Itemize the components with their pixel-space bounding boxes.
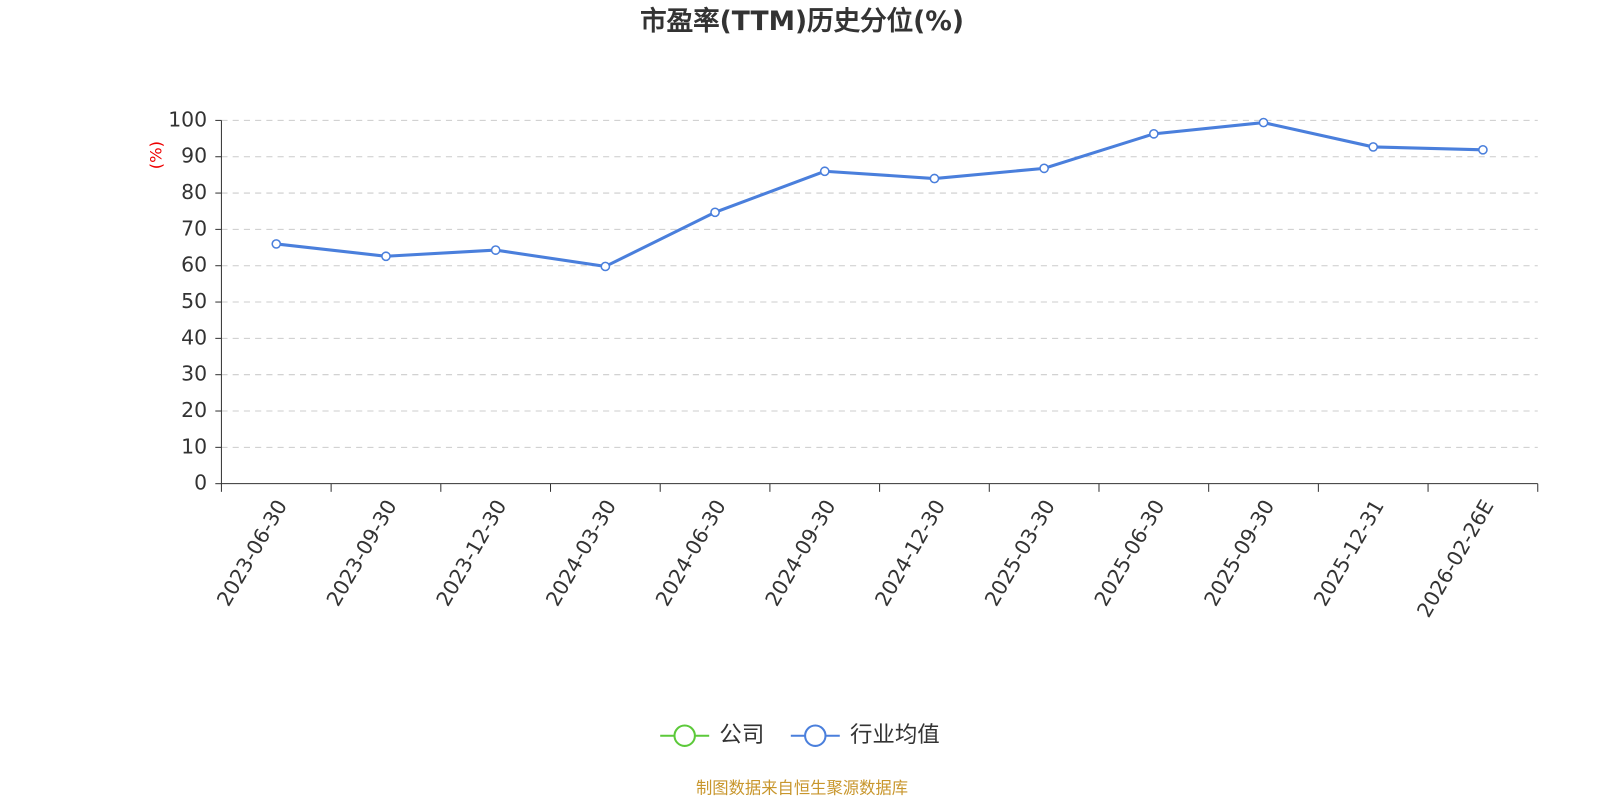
y-tick-label: 90	[181, 144, 207, 168]
data-point	[819, 166, 830, 177]
x-tick-label: 2024-12-30	[870, 496, 950, 611]
y-tick-label: 80	[181, 180, 207, 204]
y-tick-label: 40	[181, 325, 207, 349]
data-point	[600, 261, 611, 272]
data-point	[271, 239, 282, 249]
data-point	[381, 251, 391, 262]
data-point	[490, 245, 501, 255]
x-tick-label: 2026-02-26E	[1412, 496, 1498, 622]
x-tick-label: 2024-03-30	[541, 496, 621, 611]
series-line	[276, 121, 1483, 269]
x-tick-label: 2023-12-30	[431, 496, 511, 611]
data-point	[929, 173, 940, 184]
y-tick-label: 100	[168, 107, 207, 131]
data-point	[1478, 144, 1488, 155]
legend-label: 行业均值	[850, 722, 940, 748]
y-tick-label: 20	[181, 398, 207, 422]
legend-marker	[673, 724, 696, 747]
y-axis-label: (%)	[147, 141, 166, 169]
x-tick-label: 2023-09-30	[322, 496, 402, 611]
legend-marker	[804, 724, 827, 747]
x-tick-label: 2024-06-30	[651, 496, 731, 611]
data-point	[1258, 117, 1269, 128]
data-point	[1368, 142, 1379, 152]
y-tick-label: 50	[181, 289, 207, 313]
chart-title: 市盈率(TTM)历史分位(%)	[640, 6, 964, 37]
data-point	[1039, 163, 1049, 174]
x-tick-label: 2025-12-31	[1309, 496, 1389, 611]
data-point	[1148, 129, 1159, 139]
x-tick-label: 2025-06-30	[1089, 496, 1169, 611]
x-tick-label: 2025-09-30	[1199, 496, 1279, 611]
data-point	[710, 207, 720, 218]
legend-label: 公司	[719, 722, 764, 748]
x-tick-label: 2024-09-30	[760, 496, 840, 611]
y-tick-label: 70	[181, 216, 207, 240]
y-tick-label: 10	[181, 434, 207, 458]
x-tick-label: 2025-03-30	[980, 496, 1060, 611]
y-tick-label: 60	[181, 253, 207, 277]
y-tick-label: 30	[181, 362, 207, 386]
source-note: 制图数据来自恒生聚源数据库	[696, 778, 908, 797]
y-tick-label: 0	[194, 471, 207, 495]
x-tick-label: 2023-06-30	[212, 496, 292, 611]
